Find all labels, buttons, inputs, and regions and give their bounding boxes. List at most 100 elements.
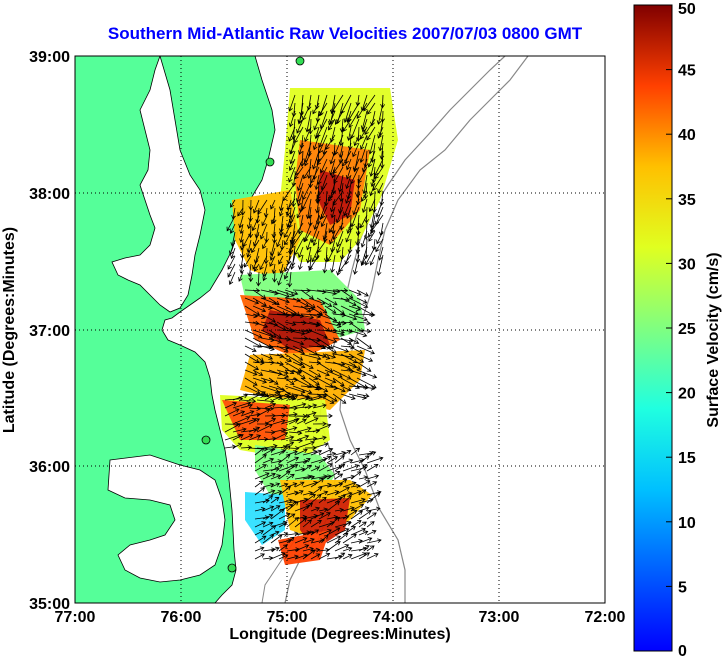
velocity-arrow [360,230,368,248]
velocity-arrow [334,486,350,496]
velocity-arrow [244,255,252,268]
velocity-arrow [262,271,268,282]
velocity-arrow [342,458,354,464]
velocity-arrow [256,406,274,412]
velocity-arrow [227,255,236,270]
velocity-arrow [252,377,268,384]
velocity-arrow [350,483,361,489]
velocity-arrow [276,369,289,375]
velocity-arrow [270,546,280,552]
velocity-arrow [350,471,362,480]
velocity-arrow [270,530,280,536]
velocity-arrow [342,533,357,544]
velocity-arrow [304,126,312,143]
velocity-arrow [310,512,325,520]
velocity-arrow [366,521,375,528]
velocity-arrow [322,222,328,241]
velocity-arrow [280,412,298,417]
velocity-arrow [262,263,268,278]
velocity-arrow [276,353,292,363]
velocity-arrow [334,455,345,464]
velocity-arrow [278,544,288,552]
velocity-arrow [332,329,345,335]
velocity-arrow [316,118,328,138]
velocity-arrow [342,450,352,456]
velocity-arrow [262,521,274,528]
velocity-arrow [317,238,328,254]
velocity-arrow [300,393,314,401]
velocity-arrow [345,166,352,180]
velocity-arrow [283,255,292,273]
colorbar-label: Surface Velocity (cm/s) [705,252,722,427]
velocity-arrow [324,377,337,384]
velocity-arrow [312,150,320,170]
velocity-arrow [230,199,236,208]
velocity-arrow [302,502,313,512]
velocity-arrow [254,472,270,480]
velocity-arrow [335,206,344,224]
velocity-arrow [347,102,360,123]
velocity-arrow [308,305,323,315]
velocity-arrow [240,247,245,259]
velocity-arrow [270,490,283,496]
y-tick-label: 38:00 [29,186,70,203]
velocity-arrow [332,385,346,393]
velocity-arrow [296,434,310,441]
colorbar-tick-label: 45 [678,63,696,80]
velocity-arrow [283,223,292,238]
velocity-arrow [294,544,310,552]
velocity-arrow [342,553,353,560]
velocity-arrow [350,497,366,504]
velocity-arrow [334,544,350,552]
velocity-arrow [364,118,376,135]
velocity-arrow [313,214,320,230]
velocity-arrow [300,305,312,313]
velocity-arrow [334,507,345,513]
velocity-arrow [291,190,297,208]
velocity-arrow [340,320,354,326]
velocity-arrow [338,254,352,273]
velocity-arrow [345,174,352,190]
velocity-arrow [369,254,376,266]
velocity-arrow [260,337,275,343]
velocity-arrow [254,506,266,512]
velocity-arrow [254,553,265,560]
velocity-arrow [358,537,373,544]
velocity-arrow [348,353,365,363]
velocity-arrow [244,369,258,376]
velocity-arrow [259,255,268,271]
velocity-arrow [272,432,289,441]
velocity-arrow [324,393,338,402]
velocity-arrow [345,230,352,243]
velocity-arrow [232,427,247,433]
velocity-arrow [252,369,264,376]
velocity-arrow [327,246,336,262]
velocity-arrow [334,478,348,488]
velocity-arrow [310,449,323,456]
velocity-arrow [330,206,336,219]
velocity-arrow [272,404,288,410]
velocity-arrow [318,134,328,154]
velocity-arrow [262,472,276,480]
velocity-arrow [296,440,315,449]
velocity-arrow [345,158,352,171]
colorbar-tick-label: 25 [678,321,696,338]
y-axis-label: Latitude (Degrees:Minutes) [1,227,18,433]
velocity-arrow [348,361,361,370]
velocity-arrow [289,254,296,270]
velocity-arrow [324,297,338,306]
velocity-arrow [244,329,263,339]
velocity-arrow [366,512,377,520]
velocity-arrow [262,495,274,504]
velocity-arrow [304,417,319,425]
velocity-arrow [232,401,252,409]
velocity-arrow [342,509,358,520]
velocity-arrow [318,490,329,496]
velocity-arrow [326,471,341,480]
y-tick-label: 37:00 [29,323,70,340]
velocity-arrow [286,456,300,464]
velocity-arrow [288,110,296,128]
velocity-arrow [270,552,286,560]
velocity-arrow [254,546,265,552]
velocity-arrow [248,406,261,412]
